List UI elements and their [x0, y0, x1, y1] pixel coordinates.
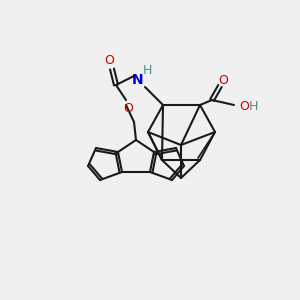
- Text: H: H: [248, 100, 258, 112]
- Text: O: O: [218, 74, 228, 86]
- Text: O: O: [104, 55, 114, 68]
- Text: H: H: [142, 64, 152, 77]
- Text: O: O: [123, 101, 133, 115]
- Text: N: N: [132, 73, 144, 87]
- Text: O: O: [239, 100, 249, 112]
